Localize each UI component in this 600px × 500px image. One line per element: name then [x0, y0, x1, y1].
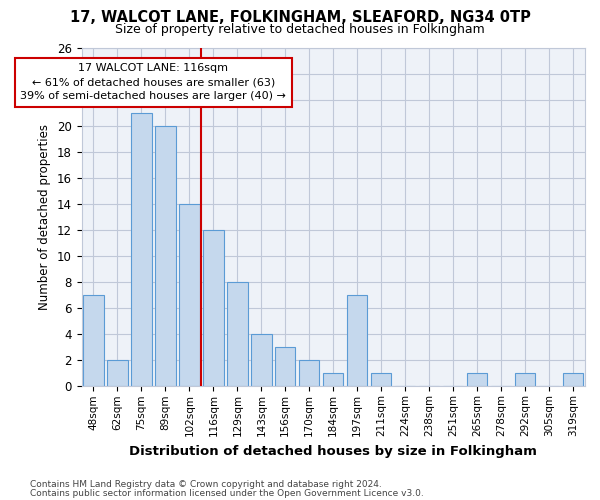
Bar	[107, 360, 128, 386]
Bar	[131, 112, 152, 386]
Text: Contains public sector information licensed under the Open Government Licence v3: Contains public sector information licen…	[30, 488, 424, 498]
Y-axis label: Number of detached properties: Number of detached properties	[38, 124, 51, 310]
Text: Size of property relative to detached houses in Folkingham: Size of property relative to detached ho…	[115, 22, 485, 36]
Bar	[203, 230, 224, 386]
Bar	[563, 374, 583, 386]
Bar	[299, 360, 319, 386]
Bar	[275, 348, 295, 387]
Text: 17, WALCOT LANE, FOLKINGHAM, SLEAFORD, NG34 0TP: 17, WALCOT LANE, FOLKINGHAM, SLEAFORD, N…	[70, 10, 530, 25]
Bar	[467, 374, 487, 386]
Bar	[155, 126, 176, 386]
Bar	[323, 374, 343, 386]
Bar	[371, 374, 391, 386]
Bar	[515, 374, 535, 386]
Text: 17 WALCOT LANE: 116sqm
← 61% of detached houses are smaller (63)
39% of semi-det: 17 WALCOT LANE: 116sqm ← 61% of detached…	[20, 63, 286, 101]
Bar	[251, 334, 272, 386]
Bar	[83, 295, 104, 386]
X-axis label: Distribution of detached houses by size in Folkingham: Distribution of detached houses by size …	[130, 444, 537, 458]
Bar	[179, 204, 200, 386]
Bar	[227, 282, 248, 387]
Bar	[347, 295, 367, 386]
Text: Contains HM Land Registry data © Crown copyright and database right 2024.: Contains HM Land Registry data © Crown c…	[30, 480, 382, 489]
